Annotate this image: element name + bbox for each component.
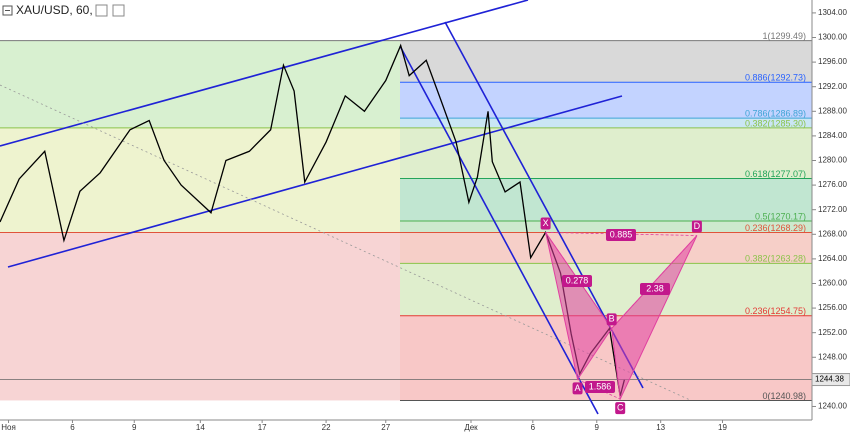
ratio-badge bbox=[585, 381, 615, 393]
harmonic-ratio-line bbox=[577, 379, 621, 400]
y-tick-label: 1288.00 bbox=[818, 106, 847, 115]
y-tick-label: 1304.00 bbox=[818, 8, 847, 17]
x-tick-label: 9 bbox=[595, 423, 600, 432]
fib-label: 1(1299.49) bbox=[762, 31, 806, 41]
fib-label: 0.236(1254.75) bbox=[745, 306, 806, 316]
x-tick-label: 6 bbox=[70, 423, 75, 432]
collapse-icon[interactable] bbox=[2, 5, 13, 16]
down-channel-lower bbox=[399, 45, 599, 415]
settings-icon[interactable] bbox=[112, 4, 125, 17]
pattern-point-label: C bbox=[617, 402, 624, 412]
ratio-badge bbox=[606, 229, 636, 241]
time-axis-bg bbox=[0, 420, 812, 434]
price-axis-bg bbox=[812, 0, 850, 434]
fib-band-wide bbox=[0, 40, 400, 128]
y-tick-label: 1276.00 bbox=[818, 180, 847, 189]
y-tick-label: 1296.00 bbox=[818, 57, 847, 66]
fib-label: 0.236(1268.29) bbox=[745, 223, 806, 233]
y-tick-label: 1252.00 bbox=[818, 328, 847, 337]
y-tick-label: 1260.00 bbox=[818, 279, 847, 288]
y-tick-label: 1292.00 bbox=[818, 82, 847, 91]
pattern-point-label: A bbox=[575, 383, 581, 393]
fib-band bbox=[400, 127, 812, 179]
ratio-label: 0.278 bbox=[566, 275, 589, 285]
x-tick-label: 19 bbox=[718, 423, 727, 432]
x-tick-label: Ноя bbox=[1, 423, 16, 432]
pattern-point-badge bbox=[691, 220, 702, 233]
channel-upper bbox=[0, 0, 529, 147]
trend-dotted bbox=[0, 84, 691, 401]
ratio-label: 0.885 bbox=[610, 229, 633, 239]
x-tick-label: 17 bbox=[258, 423, 267, 432]
fib-band bbox=[400, 263, 812, 316]
y-tick-label: 1264.00 bbox=[818, 254, 847, 263]
fib-label: 0.786(1286.89) bbox=[745, 109, 806, 119]
ratio-label: 1.586 bbox=[589, 381, 612, 391]
fib-band-wide bbox=[0, 127, 400, 233]
pattern-point-label: D bbox=[694, 221, 701, 231]
fib-label: 0.382(1263.28) bbox=[745, 254, 806, 264]
x-tick-label: 27 bbox=[381, 423, 390, 432]
fib-label: 0.886(1292.73) bbox=[745, 73, 806, 83]
channel-lower bbox=[7, 95, 623, 268]
fib-label: 0.618(1277.07) bbox=[745, 169, 806, 179]
fib-label: 0(1240.98) bbox=[762, 391, 806, 401]
x-tick-label: 14 bbox=[196, 423, 205, 432]
pattern-point-label: B bbox=[609, 314, 615, 324]
last-price-label: 1244.38 bbox=[815, 375, 844, 384]
y-tick-label: 1272.00 bbox=[818, 205, 847, 214]
y-tick-label: 1256.00 bbox=[818, 303, 847, 312]
harmonic-triangle bbox=[611, 235, 698, 401]
x-tick-label: 6 bbox=[531, 423, 536, 432]
x-tick-label: 13 bbox=[656, 423, 665, 432]
y-tick-label: 1280.00 bbox=[818, 156, 847, 165]
fib-band bbox=[400, 178, 812, 221]
harmonic-ratio-line bbox=[545, 232, 612, 329]
fib-label: 0.5(1270.17) bbox=[755, 211, 806, 221]
symbol-title: XAU/USD, 60, bbox=[16, 3, 93, 17]
fib-label: 0.382(1285.30) bbox=[745, 118, 806, 128]
ratio-badge bbox=[562, 275, 592, 287]
harmonic-ratio-line bbox=[611, 235, 698, 329]
pattern-point-badge bbox=[572, 382, 583, 395]
bands bbox=[0, 40, 812, 401]
ratio-badge bbox=[640, 283, 670, 295]
pattern-point-label: X bbox=[543, 218, 549, 228]
fib-band bbox=[400, 220, 812, 233]
pattern-point-badge bbox=[606, 313, 617, 326]
x-tick-label: 9 bbox=[132, 423, 137, 432]
ratio-label: 2.38 bbox=[646, 283, 664, 293]
fib-band bbox=[400, 118, 812, 128]
pattern-point-badge bbox=[540, 217, 551, 230]
y-tick-label: 1268.00 bbox=[818, 229, 847, 238]
x-tick-label: 22 bbox=[322, 423, 331, 432]
y-tick-label: 1248.00 bbox=[818, 352, 847, 361]
eye-icon[interactable] bbox=[95, 4, 108, 17]
y-tick-label: 1284.00 bbox=[818, 131, 847, 140]
y-tick-label: 1300.00 bbox=[818, 33, 847, 42]
last-price-box bbox=[811, 373, 850, 387]
y-tick-label: 1240.00 bbox=[818, 402, 847, 411]
x-tick-label: Дек bbox=[464, 423, 478, 432]
fib-band-wide bbox=[0, 232, 400, 401]
pattern-point-badge bbox=[615, 402, 626, 415]
fib-band bbox=[400, 40, 812, 83]
